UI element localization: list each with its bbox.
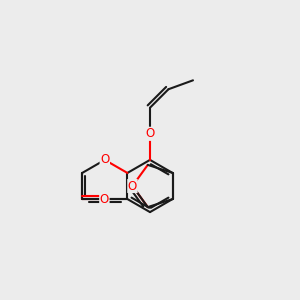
Text: O: O xyxy=(146,127,154,140)
Text: O: O xyxy=(128,179,137,193)
Text: O: O xyxy=(100,153,110,167)
Text: O: O xyxy=(100,193,109,206)
